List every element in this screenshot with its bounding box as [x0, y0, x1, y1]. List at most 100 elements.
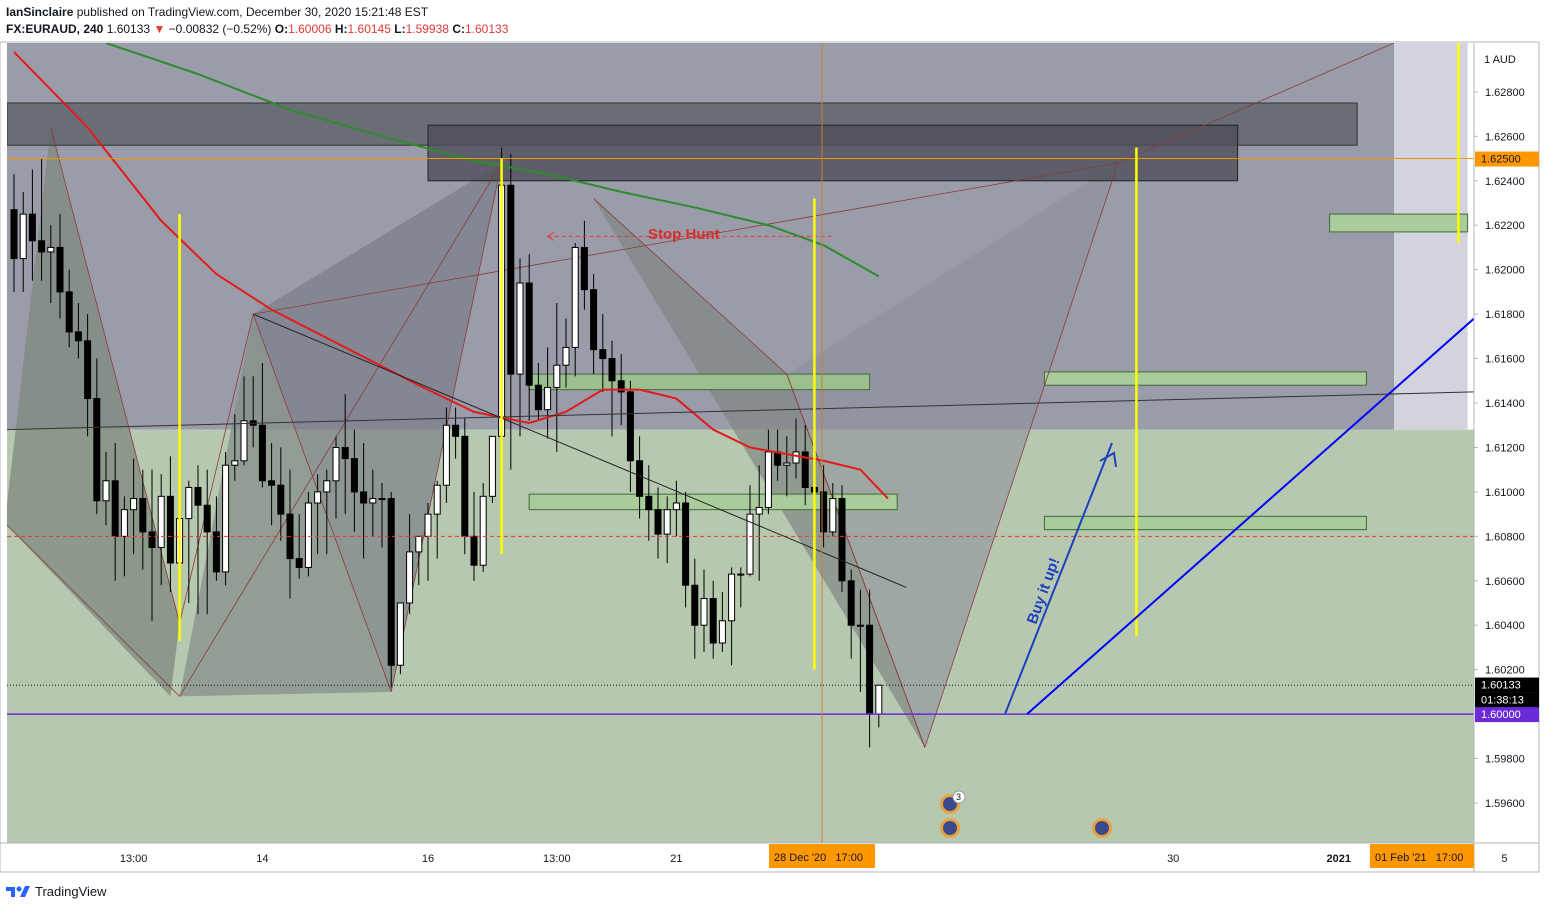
candle-body [56, 246, 64, 293]
candle [672, 480, 680, 537]
candle [166, 456, 174, 592]
countdown-tag-text: 01:38:13 [1481, 695, 1524, 707]
candle-body [783, 462, 791, 466]
candle-body [28, 213, 36, 242]
candle-body [691, 584, 699, 626]
price-tick-label: 1.62400 [1485, 176, 1525, 188]
open-value: 1.60006 [288, 22, 332, 36]
open-label: O: [274, 22, 289, 36]
candle-body [728, 573, 736, 622]
price-tick-label: 1.61000 [1485, 487, 1525, 499]
event-marker-icon[interactable]: 3 [940, 790, 966, 814]
tradingview-logo-icon[interactable] [6, 884, 30, 898]
candle-body [562, 346, 570, 366]
event-marker-icon[interactable] [940, 818, 960, 838]
time-tick-label: 16 [422, 853, 434, 865]
candle-body [636, 460, 644, 497]
price-tick-label: 1.60400 [1485, 620, 1525, 632]
tradingview-brand[interactable]: TradingView [35, 883, 107, 899]
symbol-info: FX:EURAUD, 240 1.60133 ▼ −0.00832 (−0.52… [6, 22, 508, 36]
axis-unit-label[interactable]: 1 AUD [1484, 54, 1516, 66]
candle-body [212, 531, 220, 573]
candle-body [875, 684, 883, 715]
candle-body [47, 246, 55, 253]
time-cursor-tag: 28 Dec '20 17:00 [769, 844, 875, 868]
high-value: 1.60145 [347, 22, 391, 36]
candle [231, 414, 239, 481]
candle [700, 569, 708, 652]
candle [479, 483, 487, 572]
candle [636, 436, 644, 519]
candle-body [277, 484, 285, 515]
candle [406, 514, 414, 615]
candle [801, 425, 809, 506]
candle [590, 274, 598, 375]
price-tick-label: 1.61200 [1485, 442, 1525, 454]
candle [295, 514, 303, 579]
candle-body [415, 535, 423, 553]
candle-body [856, 624, 864, 627]
candle [341, 394, 349, 515]
stop-hunt-label[interactable]: Stop Hunt [648, 226, 720, 243]
ema-fast-line [13, 51, 889, 500]
harmonic-abc [179, 314, 392, 697]
candle-body [571, 246, 579, 348]
candle [277, 447, 285, 541]
candle-body [93, 398, 101, 502]
event-marker-icon[interactable] [1092, 818, 1112, 838]
candle-body [231, 460, 239, 466]
candle-body [406, 551, 414, 604]
candle-body [718, 620, 726, 644]
price-tick-label: 1.62600 [1485, 131, 1525, 143]
candle [387, 491, 395, 688]
harmonic-outline [1117, 43, 1395, 164]
time-tick-label: 14 [256, 853, 268, 865]
candle [19, 191, 27, 292]
price-tick-label: 1.62800 [1485, 87, 1525, 99]
candle [452, 407, 460, 459]
candle-body [10, 209, 18, 260]
candle [314, 474, 322, 555]
candle [608, 340, 616, 437]
candle [130, 458, 138, 555]
candle-body [350, 458, 358, 493]
candle-body [424, 513, 432, 537]
moving-average-layer [13, 43, 889, 500]
symbol-name[interactable]: FX:EURAUD, 240 [6, 22, 104, 36]
price-tick-label: 1.62200 [1485, 220, 1525, 232]
event-count: 3 [956, 792, 961, 802]
candle-body [672, 502, 680, 511]
candle-body [185, 486, 193, 520]
candle-body [65, 291, 73, 333]
black-trendline [7, 391, 1474, 431]
price-tick-label: 1.60600 [1485, 576, 1525, 588]
candle [38, 158, 46, 281]
price-tick-label: 1.61400 [1485, 398, 1525, 410]
price-axis[interactable]: 1.62800 1.62600 1.62400 1.62200 1.62000 1.618… [1474, 87, 1525, 810]
candle-body [433, 484, 441, 515]
price-tick-label: 1.59600 [1485, 798, 1525, 810]
footer: TradingView [6, 881, 107, 901]
candle [792, 418, 800, 479]
stop-hunt-arrow-icon [546, 231, 554, 241]
candle [728, 567, 736, 666]
price-tick-label: 1.61600 [1485, 354, 1525, 366]
candle [820, 465, 828, 548]
time-tick-label: 13:00 [543, 853, 571, 865]
candle-body [737, 573, 745, 576]
candle [74, 303, 82, 359]
candle [240, 376, 248, 466]
candle-body [534, 384, 542, 411]
candle-body [139, 498, 147, 533]
candle-body [470, 535, 478, 566]
high-label: H: [334, 22, 348, 36]
candle [212, 496, 220, 581]
price-change: −0.00832 (−0.52%) [168, 22, 272, 36]
time-tick-label: 21 [670, 853, 682, 865]
light-zone [1394, 43, 1468, 430]
author-name[interactable]: IanSinclaire [6, 5, 74, 19]
candle-body [102, 480, 110, 502]
candle [65, 269, 73, 348]
candle-body [838, 498, 846, 582]
